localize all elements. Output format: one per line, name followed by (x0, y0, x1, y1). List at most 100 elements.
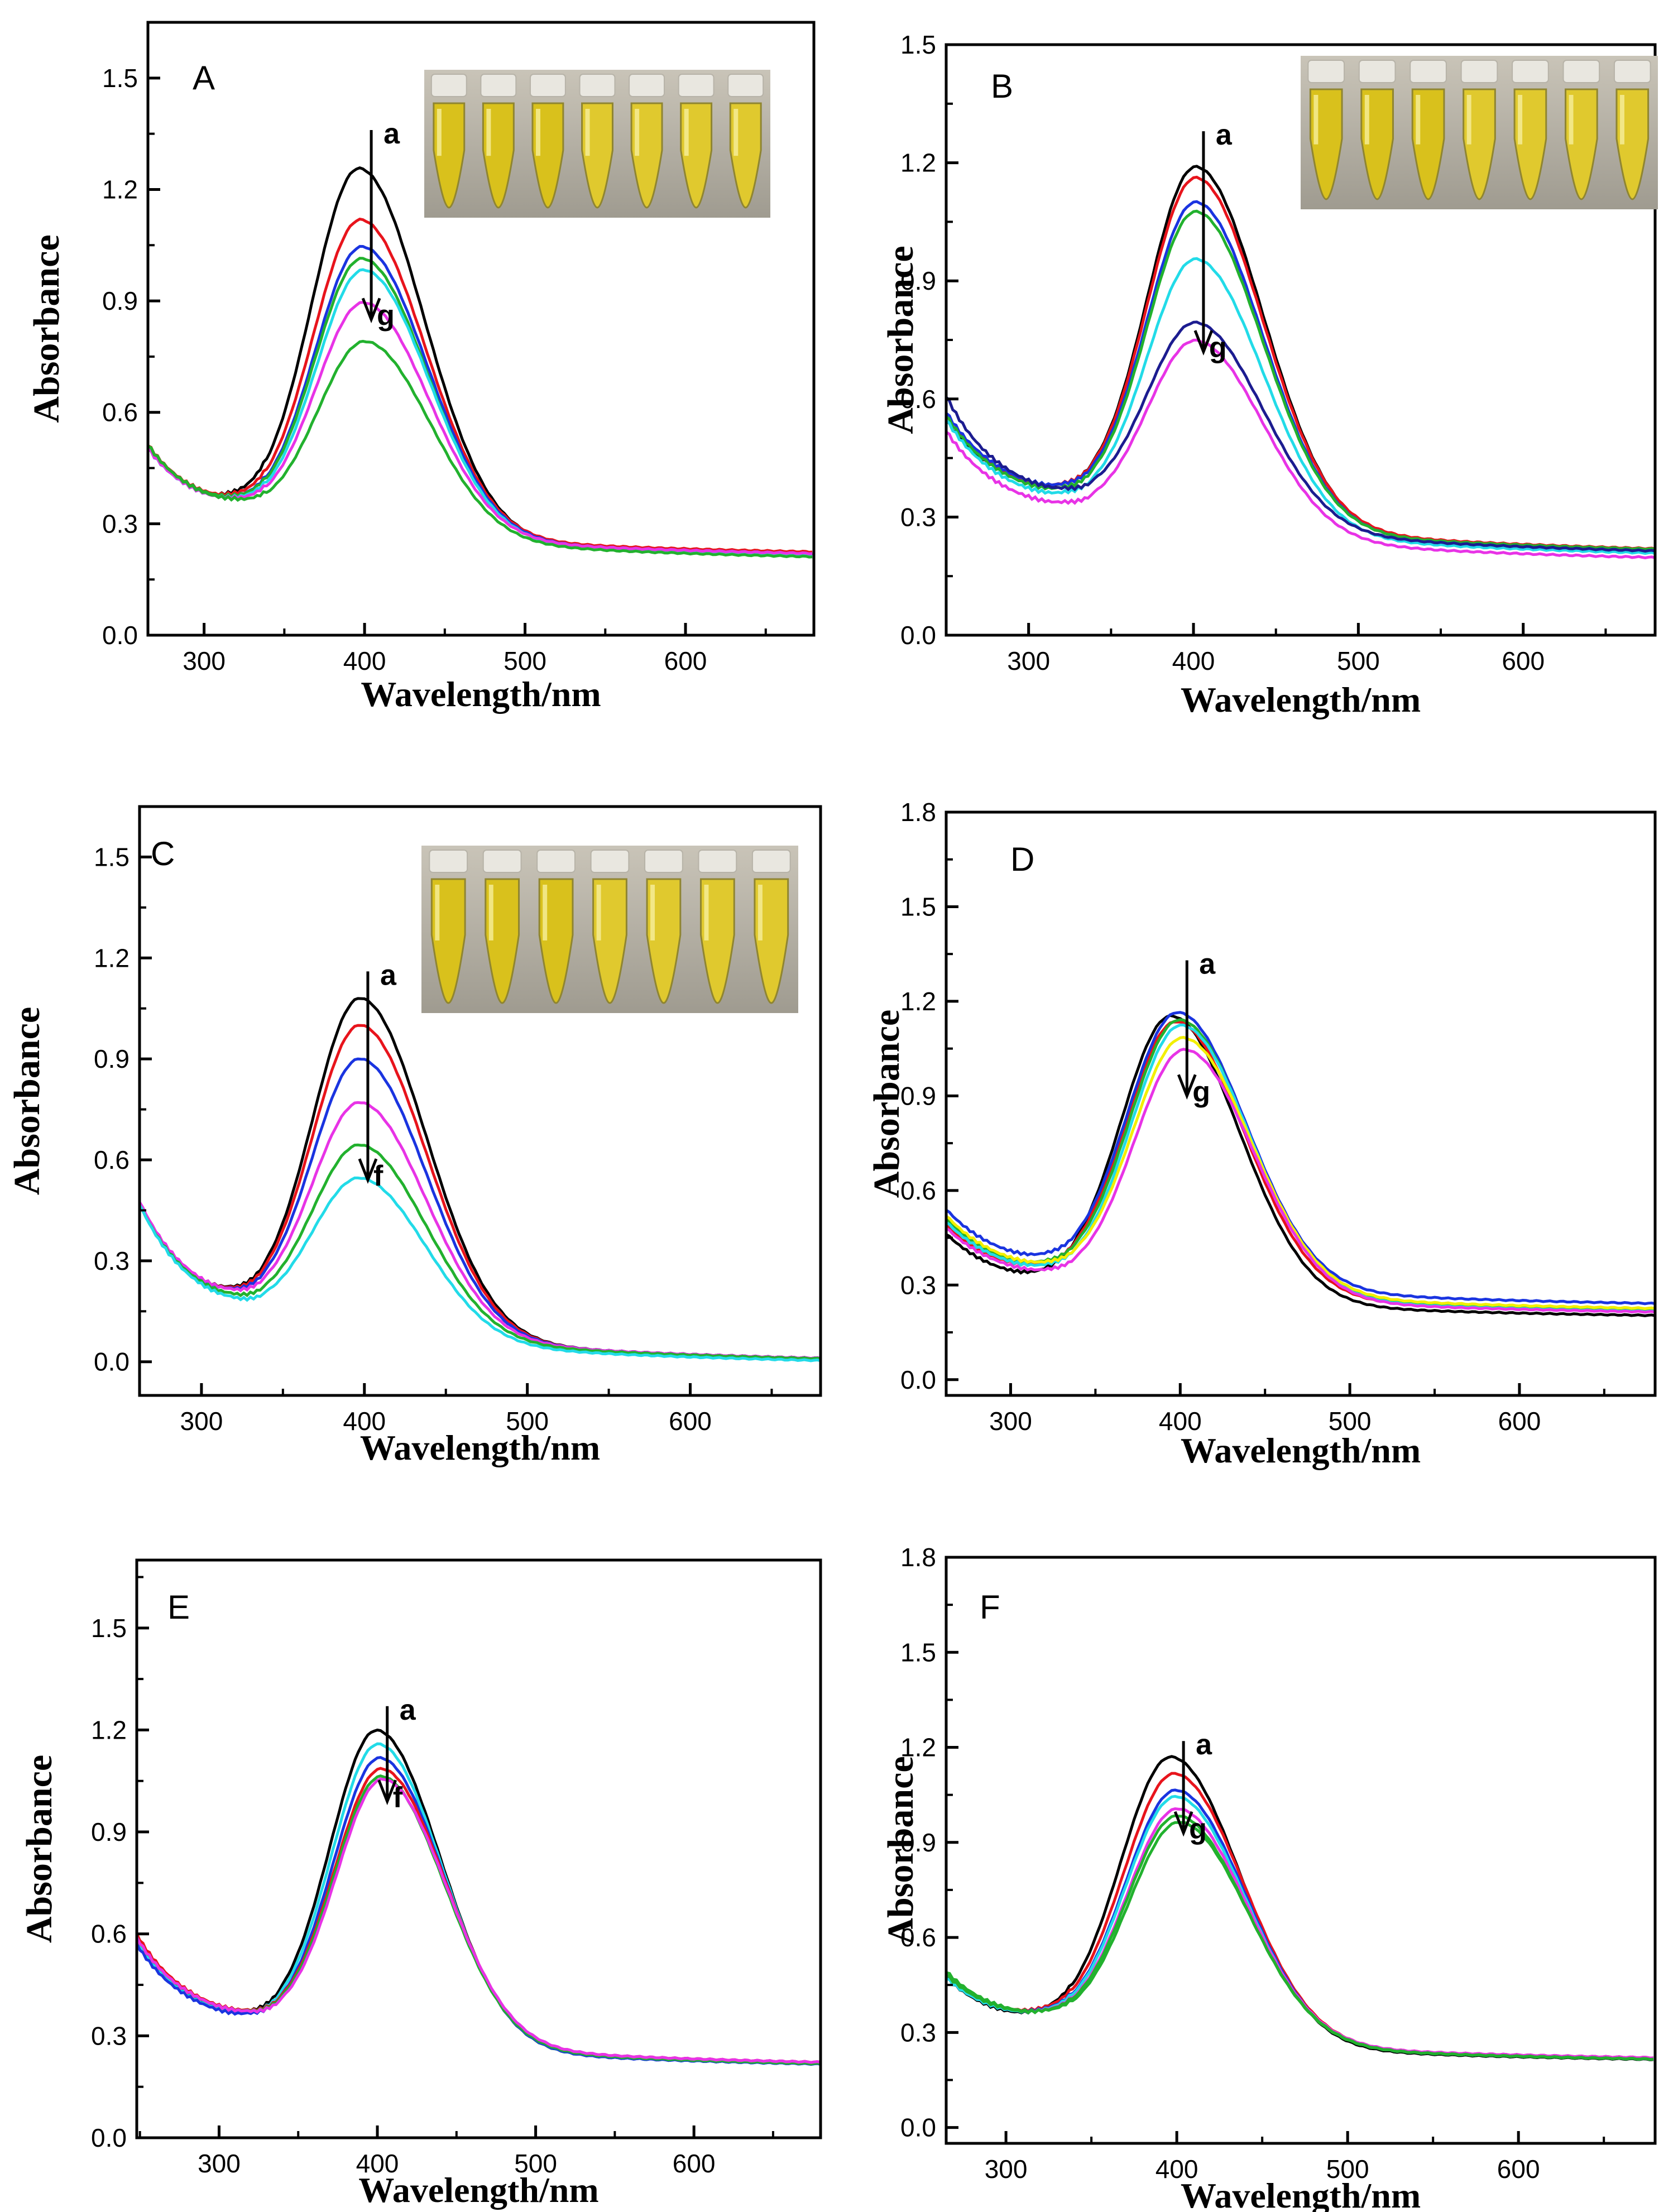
arrow-end-label: f (393, 1781, 403, 1813)
series-line-a (140, 997, 821, 1360)
arrow-end-label: g (1189, 1813, 1207, 1845)
y-tick-label: 0.0 (91, 2123, 127, 2152)
arrow-start-label: a (1196, 1729, 1212, 1761)
trend-arrow-head (358, 1158, 378, 1184)
y-tick-label: 0.0 (94, 1347, 130, 1376)
x-tick-label: 500 (1329, 1407, 1372, 1436)
x-tick-label: 300 (1007, 646, 1050, 675)
series-line-c (137, 1756, 821, 2066)
series-line-g (946, 1821, 1654, 2061)
y-tick-label: 0.3 (94, 1246, 130, 1275)
y-tick-label: 0.9 (900, 1828, 936, 1857)
x-tick-label: 600 (669, 1407, 712, 1436)
y-tick-label: 0.3 (102, 509, 138, 538)
series-line-e (148, 268, 813, 557)
y-tick-label: 1.2 (102, 175, 138, 204)
series-line-a (946, 1755, 1654, 2061)
tube-highlight (1518, 95, 1523, 145)
tube-cap (1512, 60, 1549, 83)
tube-highlight (1569, 95, 1574, 145)
series-line-e (946, 1807, 1654, 2060)
y-tick-label: 1.5 (900, 892, 936, 921)
tube-cap (1358, 60, 1396, 83)
series-line-d (140, 1101, 821, 1360)
arrow-end-label: g (1209, 332, 1227, 364)
arrow-end-label: f (373, 1160, 383, 1192)
sample-tubes-photo (1301, 56, 1658, 209)
chart-panel-f: 300 400 500 600 0.0 0.3 0.6 0.9 1.2 1.5 1.8 Wavelen… (880, 1543, 1657, 2212)
plot-frame (135, 1558, 822, 2139)
arrow-start-label: a (380, 959, 397, 991)
tube-highlight (585, 109, 590, 156)
series-line-g (946, 1048, 1655, 1314)
tube-highlight (596, 885, 601, 941)
x-axis-label: Wavelength/nm (360, 1428, 600, 1467)
y-tick-label: 1.8 (900, 798, 936, 827)
arrow-start-label: a (1199, 948, 1216, 980)
arrow-start-label: a (1216, 119, 1233, 151)
y-tick-label: 1.2 (91, 1715, 127, 1744)
tube-highlight (486, 109, 491, 156)
panel-label: C (151, 835, 175, 872)
tube-liquid (1411, 88, 1445, 200)
y-tick-label: 1.2 (900, 1733, 936, 1762)
y-axis-label: Absorbance (7, 1007, 47, 1195)
x-tick-label: 400 (1159, 1407, 1202, 1436)
series-line-d (946, 209, 1655, 551)
y-tick-label: 1.2 (94, 943, 130, 972)
x-tick-label: 300 (985, 2155, 1028, 2184)
tube-highlight (1364, 95, 1369, 145)
y-axis-label: Absorbance (866, 1010, 907, 1198)
tube-cap (1562, 60, 1600, 83)
tube-liquid (1565, 88, 1598, 200)
tube-liquid (1463, 88, 1496, 200)
x-tick-label: 400 (1156, 2155, 1198, 2184)
tube-liquid (538, 878, 574, 1004)
series-group (148, 166, 813, 559)
x-tick-label: 300 (183, 646, 226, 675)
y-tick-label: 0.3 (900, 2018, 936, 2047)
y-tick-label: 0.0 (102, 621, 138, 650)
chart-panel-b: 300 400 500 600 0.0 0.3 0.6 0.9 1.2 1.5 Wavelength… (880, 30, 1658, 719)
series-line-f (946, 320, 1655, 553)
tube-liquid (430, 878, 466, 1004)
x-tick-label: 600 (1497, 2155, 1540, 2184)
series-line-f (946, 1035, 1655, 1311)
series-line-d (946, 1794, 1654, 2061)
y-tick-label: 1.5 (900, 1638, 936, 1667)
tube-cap (727, 74, 764, 97)
panel-label: D (1010, 841, 1034, 878)
y-tick-label: 0.6 (900, 1176, 936, 1205)
series-line-a (946, 1014, 1655, 1317)
tube-highlight (1619, 95, 1624, 145)
tube-liquid (1309, 88, 1343, 200)
x-tick-label: 500 (514, 2149, 557, 2178)
series-line-f (137, 1777, 821, 2064)
series-line-c (946, 200, 1655, 553)
tube-highlight (1466, 95, 1471, 145)
series-line-g (946, 338, 1655, 560)
sample-tubes-photo (424, 70, 770, 218)
y-tick-label: 0.0 (900, 621, 936, 650)
y-tick-label: 1.5 (900, 30, 936, 59)
x-tick-label: 500 (506, 1407, 549, 1436)
y-tick-label: 0.0 (900, 1365, 936, 1394)
y-axis-label: Absorbance (880, 246, 921, 434)
series-group (137, 1728, 821, 2066)
y-tick-label: 1.8 (900, 1543, 936, 1572)
x-axis-label: Wavelength/nm (1181, 1431, 1421, 1470)
series-line-c (140, 1057, 821, 1360)
tube-cap (590, 850, 630, 873)
y-tick-label: 0.3 (900, 502, 936, 531)
tube-cap (1460, 60, 1498, 83)
arrow-end-label: g (1192, 1076, 1210, 1108)
y-tick-label: 0.9 (94, 1044, 130, 1073)
tube-cap (751, 850, 791, 873)
y-tick-label: 0.6 (900, 1923, 936, 1952)
arrow-start-label: a (383, 118, 400, 150)
y-tick-label: 1.2 (900, 148, 936, 177)
y-axis-label: Absorbance (26, 234, 67, 423)
y-tick-label: 1.5 (102, 64, 138, 93)
x-axis-label: Wavelength/nm (358, 2170, 598, 2210)
chart-panel-e: 300 400 500 600 0.0 0.3 0.6 0.9 1.2 1.5 Wavelength… (19, 1558, 822, 2210)
